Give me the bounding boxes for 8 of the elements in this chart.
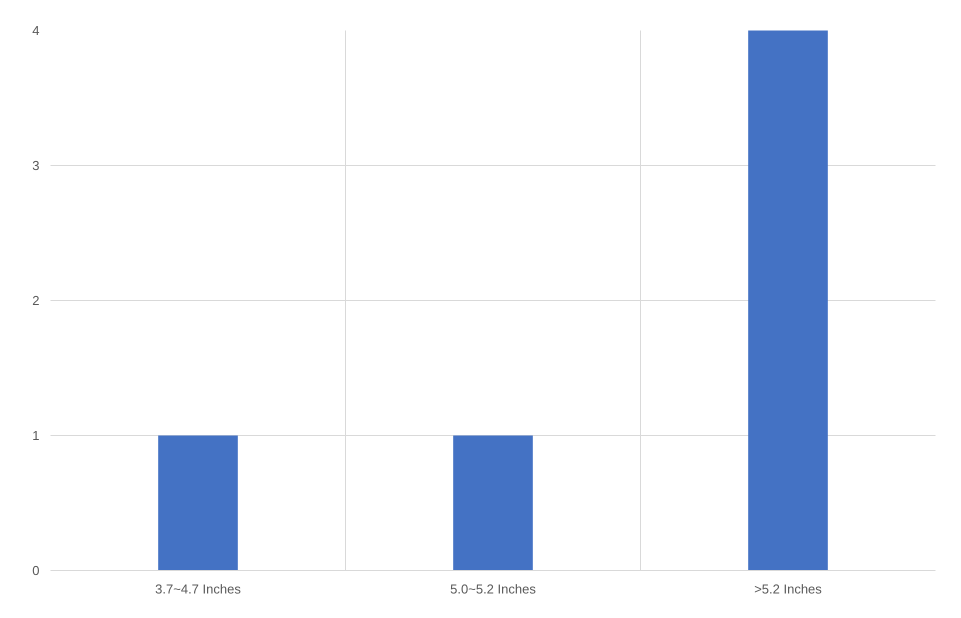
y-tick-label: 4	[32, 23, 40, 38]
y-tick-label: 2	[32, 293, 40, 308]
x-tick-label: 3.7~4.7 Inches	[155, 582, 242, 596]
y-tick-label: 1	[32, 428, 40, 443]
x-tick-label: >5.2 Inches	[754, 582, 822, 596]
x-tick-label: 5.0~5.2 Inches	[450, 582, 536, 596]
y-tick-label: 0	[32, 563, 40, 578]
y-tick-label: 3	[32, 158, 40, 173]
